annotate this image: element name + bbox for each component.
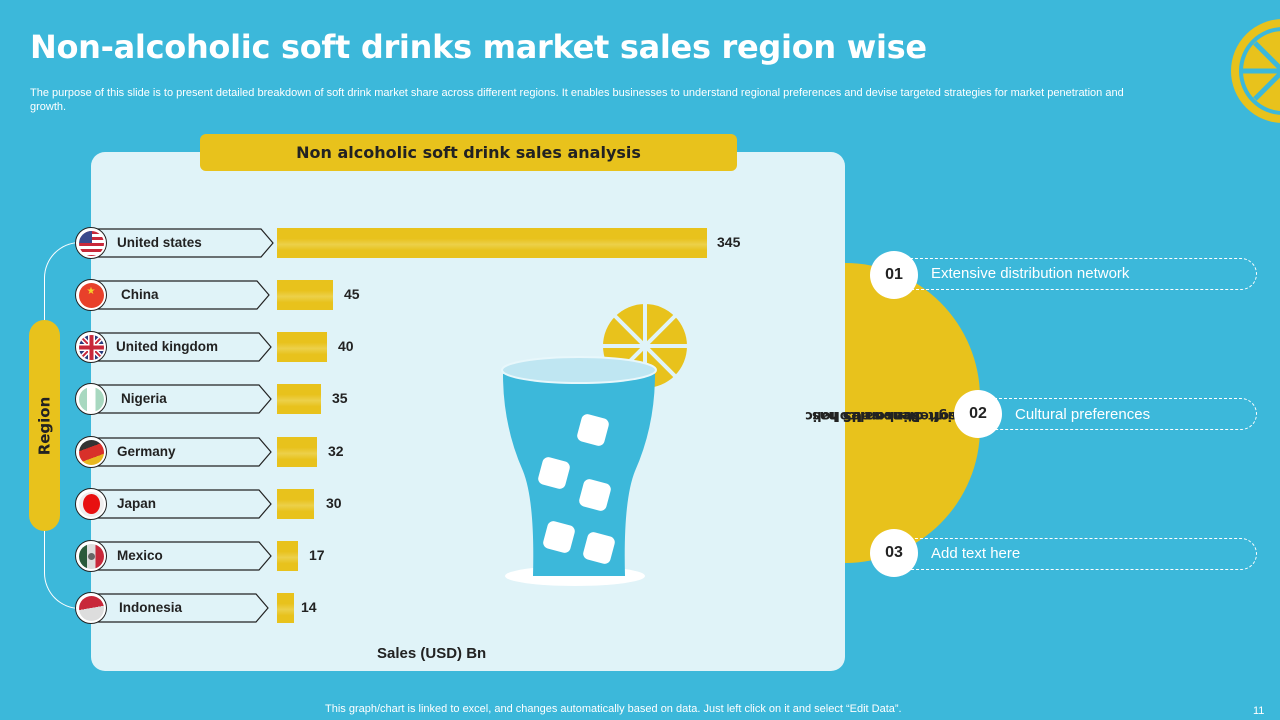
soft-drink-glass-icon	[501, 304, 687, 586]
china-flag-icon: ★	[75, 279, 107, 311]
chart-row-germany[interactable]: Germany 32	[75, 436, 775, 468]
region-label-box: Indonesia	[91, 593, 275, 623]
nigeria-flag-icon	[75, 383, 107, 415]
region-name: China	[121, 287, 159, 302]
reason-number: 03	[870, 529, 918, 577]
bar-value: 30	[326, 495, 342, 511]
region-axis-label: Region	[29, 320, 60, 531]
us-flag-icon	[75, 227, 107, 259]
chart-row-indonesia[interactable]: Indonesia 14	[75, 592, 775, 624]
x-axis-label: Sales (USD) Bn	[377, 645, 487, 662]
bar-value: 14	[301, 599, 317, 615]
page-subtitle: The purpose of this slide is to present …	[30, 87, 1124, 113]
chart-row-united-kingdom[interactable]: United kingdom 40	[75, 331, 775, 363]
bar[interactable]	[277, 541, 298, 571]
reason-text: Add text here	[931, 545, 1021, 562]
footer-note: This graph/chart is linked to excel, and…	[325, 703, 902, 715]
chart-row-united-states[interactable]: United states 345	[75, 227, 775, 259]
japan-flag-icon	[75, 488, 107, 520]
bar[interactable]	[277, 384, 321, 414]
reason-box	[895, 258, 1257, 290]
bar[interactable]	[277, 437, 317, 467]
page-number: 11	[1253, 705, 1265, 717]
bar[interactable]	[277, 280, 333, 310]
region-name: Mexico	[117, 548, 163, 563]
region-label-box: United states	[91, 228, 275, 258]
chart-title: Non alcoholic soft drink sales analysis	[200, 134, 737, 171]
chart-row-japan[interactable]: Japan 30	[75, 488, 775, 520]
uk-flag-icon	[75, 331, 107, 363]
bar[interactable]	[277, 228, 707, 258]
reasons-heading: Reason US has highest non alcoholic soft…	[805, 330, 961, 500]
region-name: Germany	[117, 444, 176, 459]
region-label-text: Region	[35, 396, 54, 455]
region-name: United kingdom	[116, 339, 218, 354]
bar-value: 32	[328, 443, 344, 459]
chart-row-china[interactable]: China ★ 45	[75, 279, 775, 311]
mexico-flag-icon	[75, 540, 107, 572]
region-name: United states	[117, 235, 202, 250]
bar-value: 345	[717, 234, 741, 250]
bar-value: 35	[332, 390, 348, 406]
region-label-box: Nigeria	[91, 384, 275, 414]
bar-value: 40	[338, 338, 354, 354]
bar-value: 45	[344, 286, 360, 302]
indonesia-flag-icon	[75, 592, 107, 624]
page-title: Non-alcoholic soft drinks market sales r…	[30, 28, 927, 66]
region-label-box: Mexico	[91, 541, 275, 571]
region-label-box: Germany	[91, 437, 275, 467]
bar-value: 17	[309, 547, 325, 563]
bar[interactable]	[277, 593, 294, 623]
reason-box	[979, 398, 1257, 430]
reason-text: Extensive distribution network	[931, 265, 1130, 282]
bar[interactable]	[277, 332, 327, 362]
region-label-box: Japan	[91, 489, 275, 519]
region-name: Nigeria	[121, 391, 167, 406]
lemon-slice-icon	[1231, 19, 1280, 123]
reason-number: 02	[954, 390, 1002, 438]
reason-box	[895, 538, 1257, 570]
bar[interactable]	[277, 489, 314, 519]
reason-text: Cultural preferences	[1015, 406, 1151, 423]
germany-flag-icon	[75, 436, 107, 468]
chart-row-nigeria[interactable]: Nigeria 35	[75, 383, 775, 415]
reason-number: 01	[870, 251, 918, 299]
chart-row-mexico[interactable]: Mexico 17	[75, 540, 775, 572]
region-name: Japan	[117, 496, 157, 511]
region-label-box: United kingdom	[91, 332, 275, 362]
region-name: Indonesia	[119, 600, 183, 615]
region-label-box: China	[91, 280, 275, 310]
